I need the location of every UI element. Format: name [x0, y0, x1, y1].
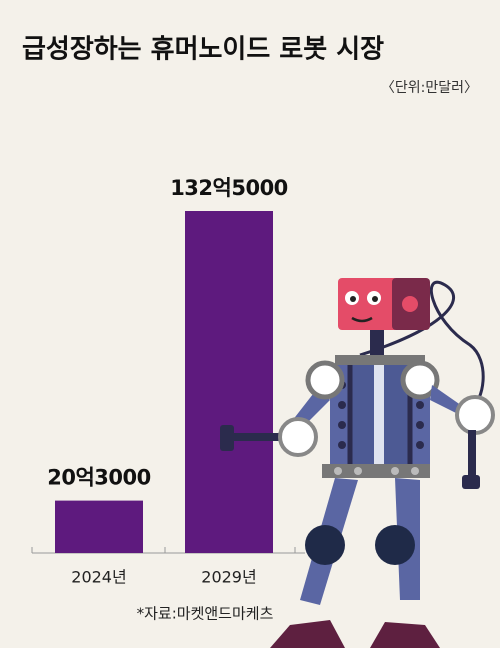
- x-tick-label: 2029년: [201, 568, 256, 587]
- value-label: 20억3000: [47, 466, 151, 490]
- value-label: 132억5000: [170, 176, 288, 200]
- robot-illustration: [220, 278, 495, 648]
- x-tick-label: 2024년: [71, 568, 126, 587]
- chart-title: 급성장하는 휴머노이드 로봇 시장: [22, 35, 384, 65]
- bar: [185, 211, 273, 553]
- source: *자료:마켓앤드마케츠: [137, 605, 274, 623]
- unit-label: 〈단위:만달러〉: [381, 80, 478, 96]
- bar: [55, 500, 143, 553]
